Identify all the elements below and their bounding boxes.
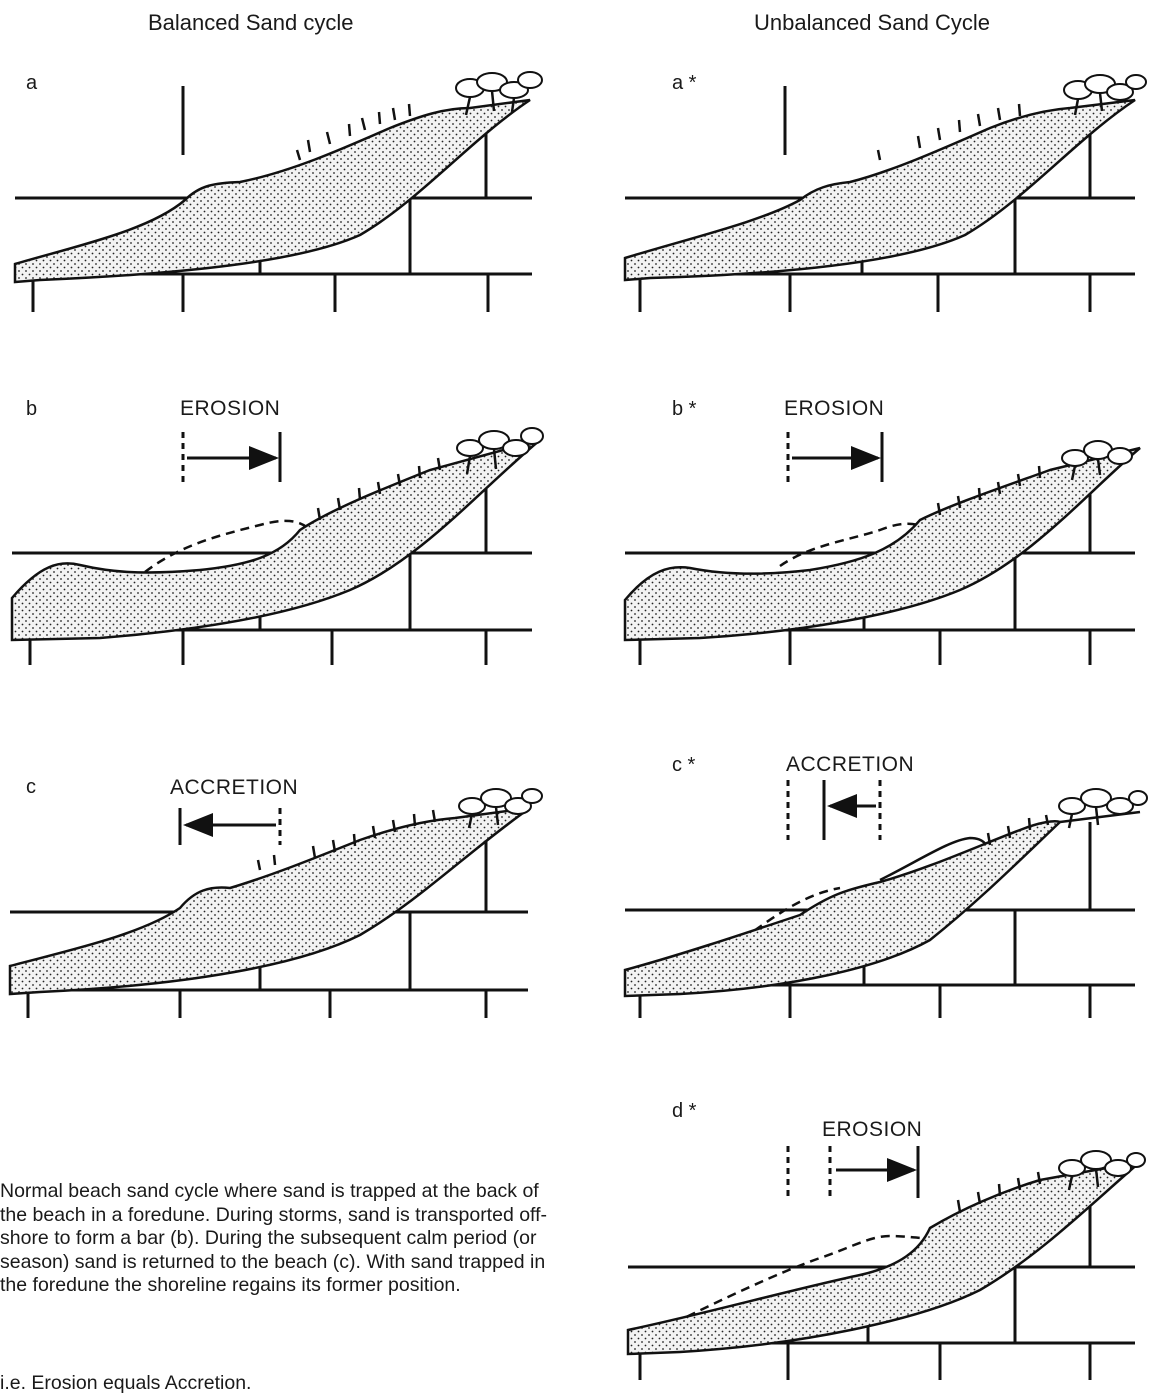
tree-icon [458, 788, 543, 829]
sand-body [626, 1159, 1145, 1356]
caption-text: Normal beach sand cycle where sand is tr… [0, 1180, 548, 1296]
former-profile-dashed [144, 519, 311, 573]
annotation-erosion-b-star: EROSION [784, 397, 885, 420]
sand-body [623, 98, 1136, 282]
annotation-accretion-c-star: ACCRETION [786, 753, 915, 776]
tree-icon [456, 427, 544, 475]
panel-label-a-star: a * [672, 72, 697, 94]
sand-body [623, 446, 1141, 642]
sand-body [10, 438, 541, 642]
caption-note: i.e. Erosion equals Accretion. [0, 1372, 252, 1394]
tree-icon [455, 71, 543, 116]
vegetation [295, 103, 412, 161]
panel-label-c: c [26, 776, 36, 798]
former-profile-dashed [779, 522, 926, 568]
tree-icon [1058, 1150, 1146, 1191]
panel-label-b-star: b * [672, 398, 697, 420]
sand-body [8, 806, 531, 996]
panel-label-c-star: c * [672, 754, 696, 776]
panel-label-d-star: d * [672, 1100, 697, 1122]
sand-body [623, 820, 1063, 998]
tree-icon [1058, 788, 1148, 829]
former-profile-dashed [659, 1234, 926, 1332]
annotation-erosion-d-star: EROSION [822, 1118, 923, 1141]
panel-label-a: a [26, 72, 38, 94]
sand-body [13, 98, 531, 284]
annotation-erosion-b: EROSION [180, 397, 281, 420]
title-unbalanced: Unbalanced Sand Cycle [754, 10, 991, 35]
title-balanced: Balanced Sand cycle [148, 10, 354, 35]
panel-label-b: b [26, 398, 38, 420]
annotation-accretion-c: ACCRETION [170, 776, 299, 799]
tree-icon [1061, 440, 1133, 481]
tree-icon [1063, 74, 1147, 116]
